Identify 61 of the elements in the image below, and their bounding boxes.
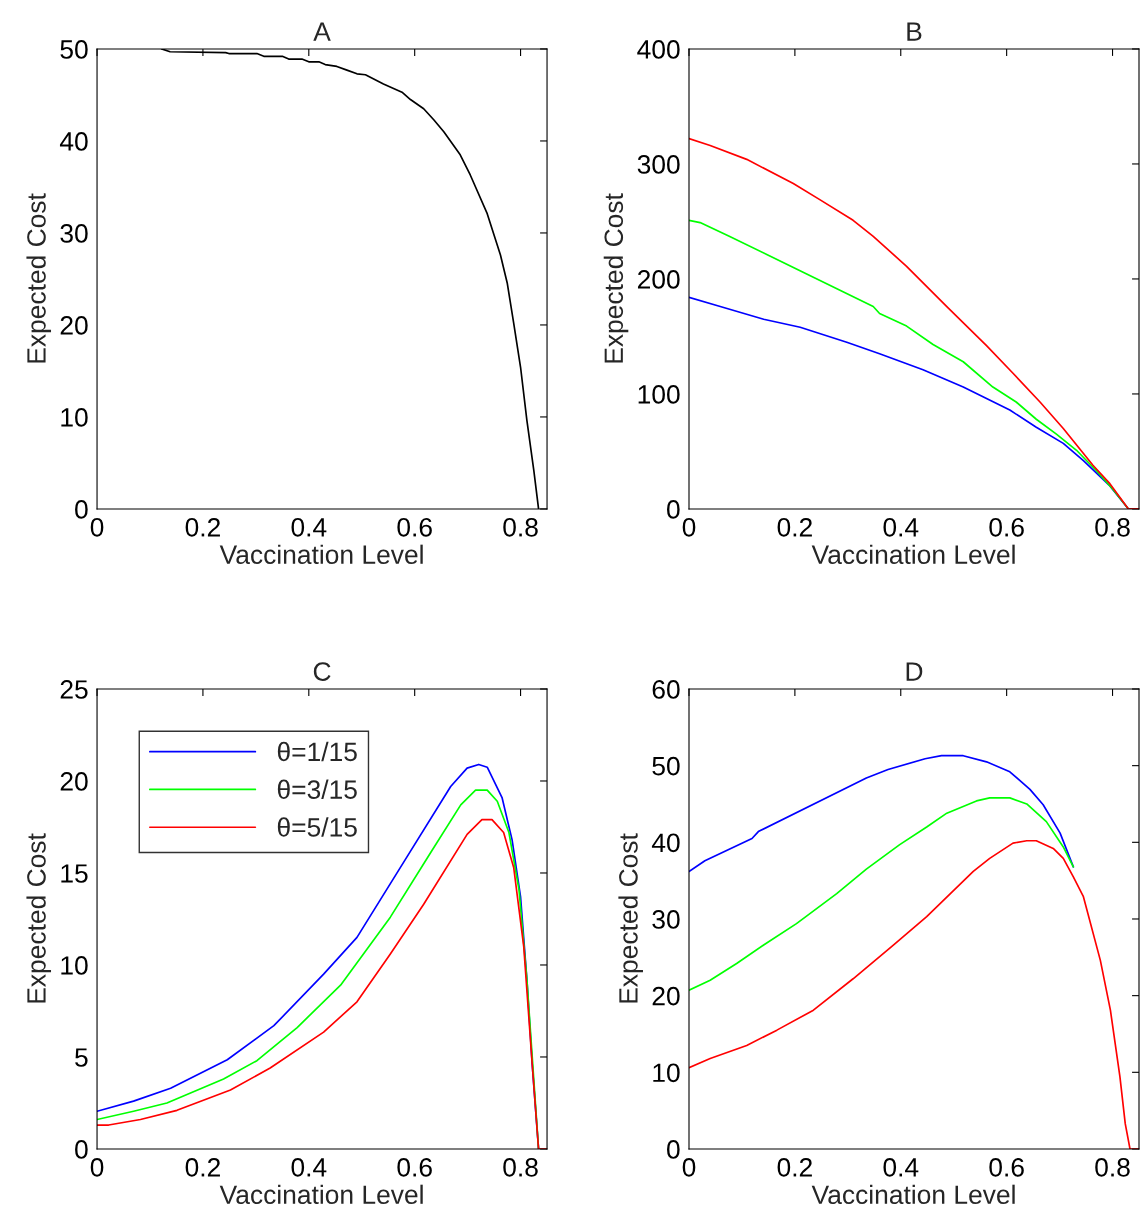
- y-tick-label: 400: [637, 40, 680, 59]
- legend-label: θ=5/15: [277, 817, 357, 837]
- y-tick-label: 60: [652, 680, 680, 699]
- chart-title: D: [906, 662, 923, 681]
- legend-label: θ=3/15: [277, 779, 357, 799]
- x-tick-label: 0.4: [883, 1158, 919, 1177]
- y-axis-title: Expected Cost: [603, 193, 629, 363]
- legend-label: θ=1/15: [277, 741, 357, 762]
- line-series: [689, 754, 1075, 873]
- y-tick-label: 10: [61, 408, 88, 427]
- x-tick-label: 0.8: [503, 1158, 538, 1177]
- x-tick-label: 0.2: [777, 517, 812, 537]
- y-tick-label: 25: [60, 680, 88, 699]
- y-tick-label: 50: [652, 756, 680, 776]
- y-tick-label: 0: [75, 500, 88, 519]
- line-series: [689, 797, 1075, 992]
- y-tick-label: 10: [61, 956, 88, 975]
- x-tick-label: 0.6: [397, 1158, 432, 1177]
- y-tick-label: 20: [652, 986, 680, 1006]
- chart-title: C: [313, 662, 331, 681]
- x-tick-label: 0.6: [989, 517, 1024, 537]
- y-tick-label: 10: [653, 1063, 680, 1083]
- x-tick-label: 0.6: [989, 1158, 1024, 1177]
- x-tick-label: 0: [682, 1158, 696, 1177]
- x-tick-label: 0.8: [1095, 1158, 1130, 1177]
- y-tick-label: 0: [667, 1140, 680, 1159]
- y-axis-title: Expected Cost: [26, 833, 52, 1003]
- y-tick-label: 30: [652, 910, 680, 929]
- chart-title: B: [907, 22, 922, 41]
- x-tick-label: 0.4: [291, 517, 327, 537]
- x-tick-label: 0: [682, 517, 696, 537]
- x-axis-title: Vaccination Level: [219, 544, 423, 565]
- y-axis-title: Expected Cost: [26, 193, 52, 363]
- y-tick-label: 5: [75, 1048, 88, 1067]
- x-tick-label: 0.2: [777, 1158, 812, 1177]
- x-tick-label: 0: [90, 517, 104, 537]
- y-tick-label: 40: [651, 833, 680, 853]
- y-axis-title: Expected Cost: [618, 833, 643, 1003]
- x-tick-label: 0.4: [291, 1158, 327, 1177]
- x-axis-title: Vaccination Level: [811, 544, 1015, 565]
- x-tick-label: 0.8: [503, 517, 538, 537]
- x-tick-label: 0.2: [185, 517, 220, 537]
- x-tick-label: 0.6: [397, 517, 432, 537]
- y-tick-label: 50: [60, 40, 88, 59]
- y-tick-label: 20: [60, 772, 88, 791]
- x-axis-title: Vaccination Level: [811, 1184, 1015, 1205]
- x-axis-title: Vaccination Level: [219, 1184, 423, 1205]
- x-tick-label: 0: [90, 1158, 104, 1177]
- y-tick-label: 40: [59, 132, 88, 151]
- y-tick-label: 0: [75, 1140, 88, 1159]
- y-tick-label: 0: [667, 500, 680, 519]
- y-tick-label: 200: [637, 270, 680, 289]
- y-tick-label: 30: [60, 224, 88, 243]
- chart-title: A: [313, 22, 331, 41]
- y-tick-label: 300: [637, 155, 680, 174]
- x-tick-label: 0.4: [883, 517, 919, 537]
- x-tick-label: 0.2: [185, 1158, 220, 1177]
- y-tick-label: 15: [61, 864, 88, 883]
- y-tick-label: 20: [60, 316, 88, 335]
- x-tick-label: 0.8: [1095, 517, 1130, 537]
- y-tick-label: 100: [638, 385, 680, 404]
